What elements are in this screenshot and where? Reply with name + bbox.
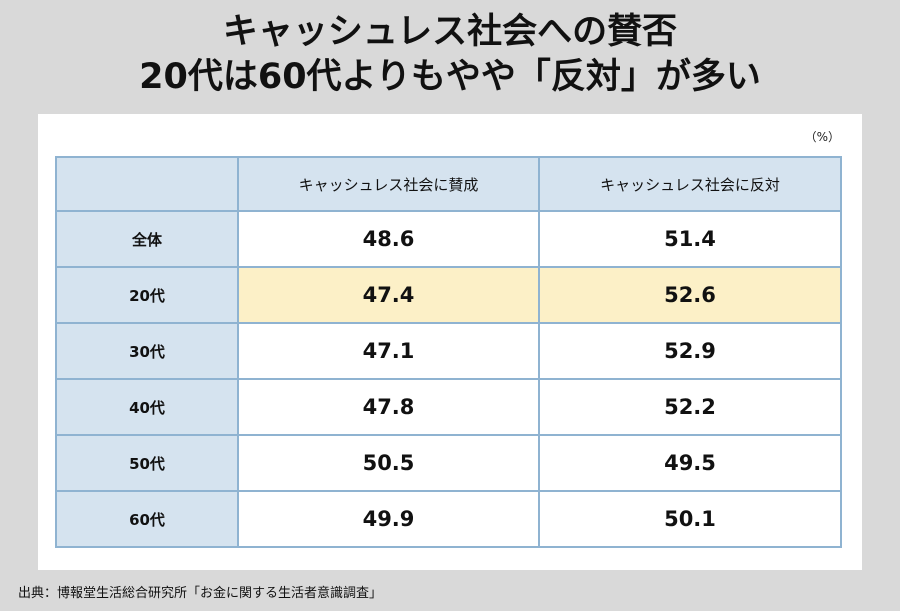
table-header-row: キャッシュレス社会に賛成 キャッシュレス社会に反対 — [55, 156, 842, 212]
cell-approve-value: 48.6 — [237, 210, 540, 268]
source-note: 出典：博報堂生活総合研究所「お金に関する生活者意識調査」 — [18, 586, 383, 601]
table-row: 50代 50.5 49.5 — [55, 434, 842, 492]
row-label: 全体 — [55, 210, 239, 268]
row-label: 30代 — [55, 322, 239, 380]
title-line-2: 20代は60代よりもやや「反対」が多い — [139, 57, 761, 97]
row-label: 20代 — [55, 266, 239, 324]
table-row: 20代 47.4 52.6 — [55, 266, 842, 324]
header-corner-cell — [55, 156, 239, 212]
data-table: キャッシュレス社会に賛成 キャッシュレス社会に反対 全体 48.6 51.4 20代 4… — [55, 156, 842, 548]
table-row: 全体 48.6 51.4 — [55, 210, 842, 268]
row-label: 50代 — [55, 434, 239, 492]
row-label: 60代 — [55, 490, 239, 548]
cell-oppose-value: 50.1 — [538, 490, 842, 548]
table-row: 60代 49.9 50.1 — [55, 490, 842, 548]
chart-title: キャッシュレス社会への賛否 20代は60代よりもやや「反対」が多い — [0, 10, 900, 100]
cell-approve-value: 47.8 — [237, 378, 540, 436]
cell-oppose-value: 52.2 — [538, 378, 842, 436]
cell-oppose-value: 52.6 — [538, 266, 842, 324]
header-approve: キャッシュレス社会に賛成 — [237, 156, 540, 212]
cell-oppose-value: 51.4 — [538, 210, 842, 268]
cell-approve-value: 47.1 — [237, 322, 540, 380]
table-body: 全体 48.6 51.4 20代 47.4 52.6 30代 47.1 52.9 40代 47.8 5… — [55, 210, 842, 548]
cell-oppose-value: 49.5 — [538, 434, 842, 492]
cell-approve-value: 50.5 — [237, 434, 540, 492]
unit-label: （%） — [804, 130, 840, 144]
row-label: 40代 — [55, 378, 239, 436]
table-row: 40代 47.8 52.2 — [55, 378, 842, 436]
table-panel: （%） キャッシュレス社会に賛成 キャッシュレス社会に反対 全体 48.6 51.4… — [38, 114, 862, 570]
title-line-1: キャッシュレス社会への賛否 — [222, 12, 678, 52]
table-row: 30代 47.1 52.9 — [55, 322, 842, 380]
header-oppose: キャッシュレス社会に反対 — [538, 156, 842, 212]
cell-approve-value: 47.4 — [237, 266, 540, 324]
cell-approve-value: 49.9 — [237, 490, 540, 548]
cell-oppose-value: 52.9 — [538, 322, 842, 380]
